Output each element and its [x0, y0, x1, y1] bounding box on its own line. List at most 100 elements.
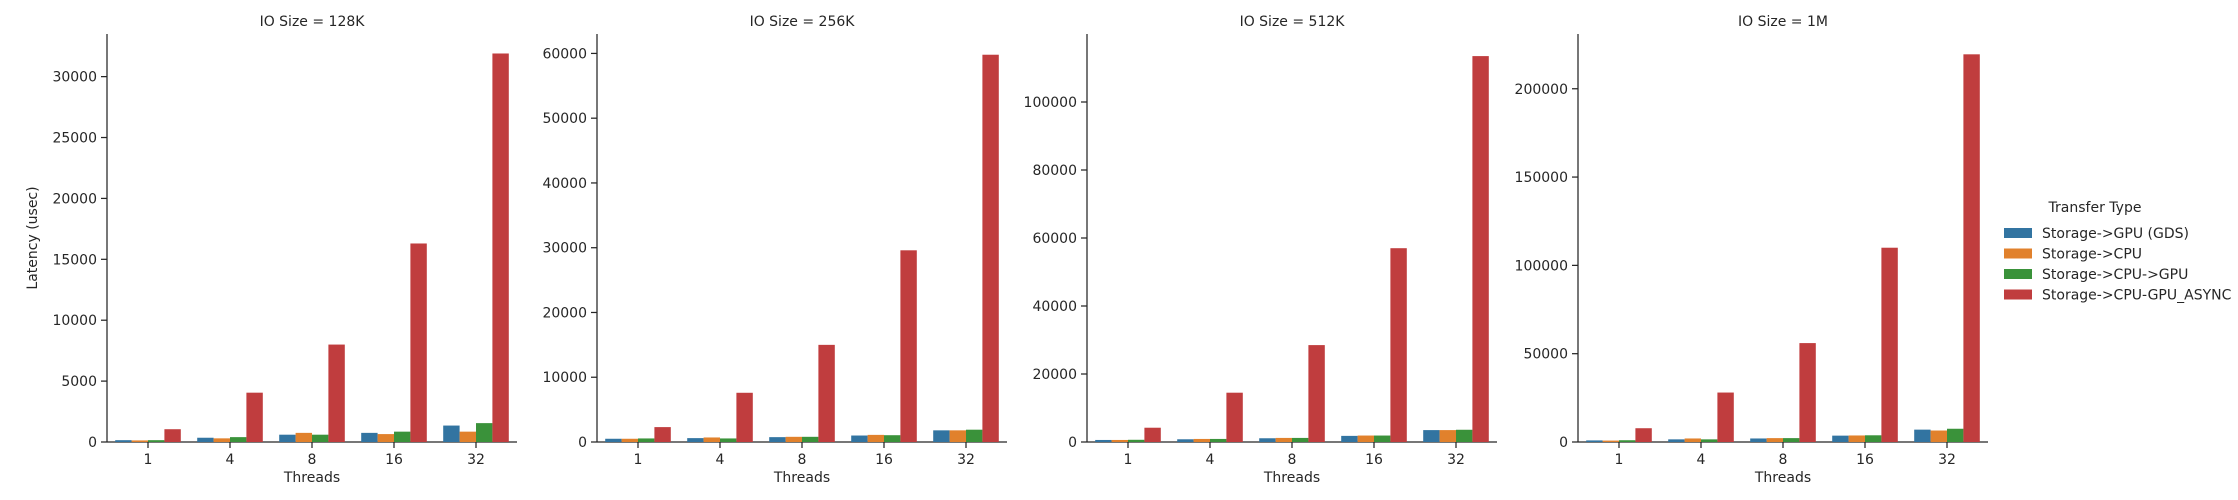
bar-Storage->CPU-GPU_ASYNC: [1308, 345, 1325, 442]
y-tick-label: 100000: [1515, 258, 1568, 274]
y-tick-label: 0: [1559, 435, 1568, 451]
y-tick-label: 20000: [1032, 367, 1077, 383]
bar-Storage->CPU: [1848, 435, 1865, 442]
bar-Storage->GPU (GDS): [1259, 438, 1276, 442]
bar-Storage->GPU (GDS): [769, 437, 786, 442]
x-tick-label: 32: [957, 452, 975, 468]
x-tick-label: 8: [1779, 452, 1788, 468]
bar-Storage->GPU (GDS): [1341, 435, 1358, 442]
x-tick-label: 4: [1697, 452, 1706, 468]
y-tick-label: 0: [1068, 435, 1077, 451]
bar-Storage->CPU-GPU_ASYNC: [164, 429, 181, 442]
x-tick-label: 16: [385, 452, 403, 468]
bar-Storage->CPU-GPU_ASYNC: [818, 344, 835, 442]
x-tick-label: 4: [1206, 452, 1215, 468]
bar-Storage->CPU: [1684, 438, 1701, 442]
x-axis-title-1: Threads: [283, 470, 340, 486]
bar-Storage->CPU->GPU: [1783, 438, 1800, 442]
bar-Storage->CPU-GPU_ASYNC: [1390, 248, 1407, 442]
bar-Storage->CPU->GPU: [1210, 438, 1227, 442]
legend-title: Transfer Type: [2048, 200, 2142, 216]
panel-title-3: IO Size = 512K: [1240, 14, 1346, 30]
bar-Storage->CPU-GPU_ASYNC: [1963, 54, 1980, 443]
bar-Storage->CPU: [1930, 430, 1947, 442]
y-tick-label: 15000: [52, 252, 97, 268]
bar-Storage->CPU-GPU_ASYNC: [982, 54, 999, 442]
bar-Storage->CPU->GPU: [1292, 437, 1309, 442]
x-axis-title-4: Threads: [1754, 470, 1811, 486]
y-tick-label: 0: [88, 435, 97, 451]
x-tick-label: 4: [226, 452, 235, 468]
bar-Storage->CPU-GPU_ASYNC: [736, 392, 753, 442]
y-tick-label: 60000: [542, 46, 587, 62]
bar-Storage->CPU->GPU: [1947, 428, 1964, 442]
y-axis-title: Latency (usec): [25, 186, 41, 289]
bar-Storage->CPU->GPU: [394, 431, 411, 442]
bar-Storage->CPU->GPU: [720, 438, 737, 442]
legend-swatch-3: [2004, 269, 2032, 279]
legend-label-2: Storage->CPU: [2042, 247, 2142, 263]
x-tick-label: 1: [1124, 452, 1133, 468]
bar-Storage->CPU->GPU: [1374, 435, 1391, 442]
bar-Storage->CPU: [785, 436, 802, 442]
x-axis-title-2: Threads: [773, 470, 830, 486]
bar-Storage->CPU-GPU_ASYNC: [492, 53, 509, 442]
panel-title-1: IO Size = 128K: [260, 14, 366, 30]
x-tick-label: 32: [1938, 452, 1956, 468]
bar-Storage->GPU (GDS): [1914, 429, 1931, 442]
y-tick-label: 80000: [1032, 163, 1077, 179]
y-tick-label: 30000: [52, 70, 97, 86]
bar-Storage->GPU (GDS): [1750, 438, 1767, 442]
bar-Storage->GPU (GDS): [279, 434, 296, 442]
legend-label-4: Storage->CPU-GPU_ASYNC: [2042, 288, 2232, 304]
y-tick-label: 10000: [542, 370, 587, 386]
y-tick-label: 10000: [52, 313, 97, 329]
legend-swatch-4: [2004, 289, 2032, 300]
bar-Storage->CPU: [213, 438, 230, 442]
x-tick-label: 8: [1288, 452, 1297, 468]
bar-Storage->GPU (GDS): [1423, 430, 1440, 442]
bar-Storage->CPU-GPU_ASYNC: [1881, 247, 1898, 442]
x-tick-label: 16: [875, 452, 893, 468]
bar-Storage->CPU: [1111, 439, 1128, 442]
legend-swatch-1: [2004, 228, 2032, 238]
bar-Storage->CPU-GPU_ASYNC: [328, 344, 345, 442]
bar-Storage->CPU: [295, 432, 312, 442]
bar-Storage->CPU->GPU: [966, 429, 983, 442]
y-tick-label: 0: [578, 435, 587, 451]
bar-Storage->CPU: [1357, 435, 1374, 442]
bar-Storage->GPU (GDS): [115, 440, 132, 442]
bar-Storage->CPU->GPU: [476, 423, 493, 442]
bar-Storage->GPU (GDS): [605, 438, 622, 442]
bar-Storage->CPU-GPU_ASYNC: [1799, 343, 1816, 442]
bar-Storage->CPU: [1275, 437, 1292, 442]
bar-Storage->CPU-GPU_ASYNC: [1226, 392, 1243, 442]
bar-Storage->CPU-GPU_ASYNC: [1472, 56, 1489, 442]
y-tick-label: 50000: [542, 111, 587, 127]
bar-Storage->CPU->GPU: [1865, 435, 1882, 442]
y-tick-label: 100000: [1024, 95, 1077, 111]
bar-Storage->GPU (GDS): [1177, 439, 1194, 442]
x-tick-label: 1: [144, 452, 153, 468]
x-tick-label: 32: [1447, 452, 1465, 468]
y-tick-label: 150000: [1515, 170, 1568, 186]
bar-Storage->GPU (GDS): [933, 430, 950, 442]
bar-Storage->CPU->GPU: [312, 434, 329, 442]
x-tick-label: 1: [1615, 452, 1624, 468]
bar-Storage->CPU->GPU: [148, 440, 165, 442]
x-tick-label: 1: [634, 452, 643, 468]
y-tick-label: 40000: [1032, 299, 1077, 315]
bar-Storage->GPU (GDS): [361, 432, 378, 442]
bar-Storage->CPU-GPU_ASYNC: [900, 250, 917, 442]
bar-Storage->CPU: [459, 431, 476, 442]
bar-Storage->GPU (GDS): [1832, 435, 1849, 442]
x-tick-label: 4: [716, 452, 725, 468]
y-tick-label: 20000: [542, 305, 587, 321]
bar-Storage->GPU (GDS): [1586, 440, 1603, 442]
bar-Storage->CPU->GPU: [1701, 439, 1718, 442]
x-tick-label: 32: [467, 452, 485, 468]
bar-Storage->CPU: [1193, 438, 1210, 442]
panel-title-2: IO Size = 256K: [750, 14, 856, 30]
bar-Storage->GPU (GDS): [1668, 439, 1685, 442]
